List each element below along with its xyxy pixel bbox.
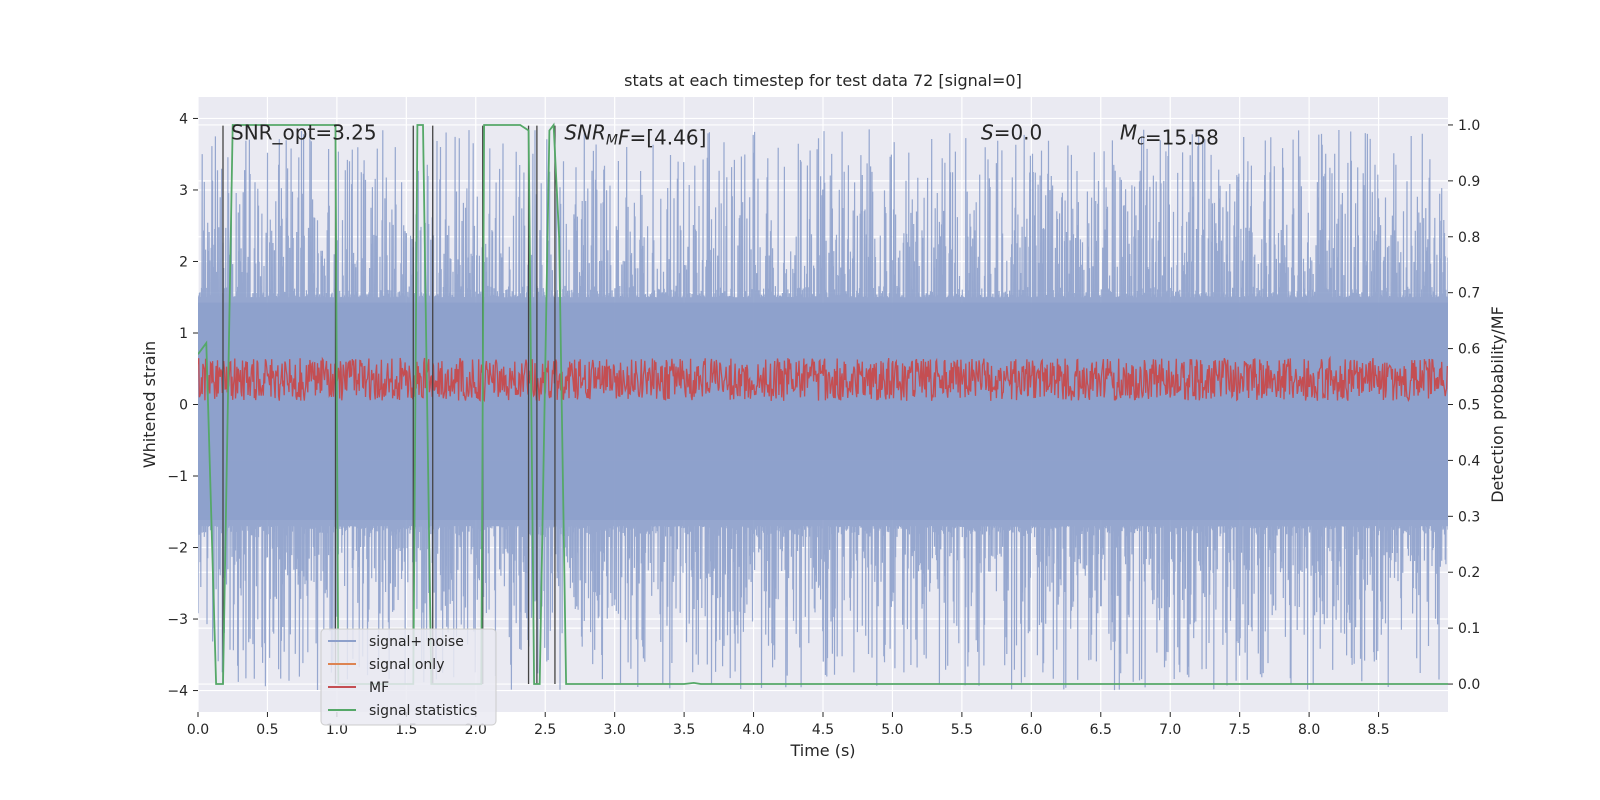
x-tick-label: 0.0 [187, 722, 209, 738]
y2-tick-label: 0.2 [1458, 565, 1480, 581]
x-tick-label: 8.0 [1298, 722, 1320, 738]
legend-box [320, 628, 497, 726]
x-tick-label: 7.5 [1229, 722, 1251, 738]
x-tick-label: 3.5 [673, 722, 695, 738]
legend-label: signal statistics [369, 703, 477, 719]
y-tick-label: 3 [179, 183, 188, 199]
y-tick-label: −4 [167, 684, 188, 700]
annotations: SNR_opt=3.25 SNRMF=[4.46] S=0.0 Mc=15.58 [231, 121, 1219, 150]
x-tick-label: 2.0 [465, 722, 487, 738]
legend-label: signal only [369, 657, 444, 673]
legend-label: MF [369, 680, 389, 696]
y-tick-label: 1 [179, 326, 188, 342]
y2-tick-label: 0.1 [1458, 621, 1480, 637]
annotation: Mc=15.58 [1120, 121, 1219, 150]
x-tick-label: 6.5 [1090, 722, 1112, 738]
legend: signal+ noise signal only MF signal statist… [320, 628, 497, 726]
y-axis-ticks: 4 3 2 1 0 −1 −2 −3 −4 [167, 111, 198, 700]
y2-tick-label: 0.3 [1458, 509, 1480, 525]
x-tick-label: 5.5 [951, 722, 973, 738]
x-tick-label: 4.5 [812, 722, 834, 738]
x-tick-label: 6.0 [1020, 722, 1042, 738]
y-tick-label: −1 [167, 469, 188, 485]
y2-axis-ticks: 1.0 0.9 0.8 0.7 0.6 0.5 0.4 0.3 0.2 0.1 0.0 [1448, 118, 1480, 693]
x-axis-ticks: 0.0 0.5 1.0 1.5 2.0 2.5 3.0 3.5 4.0 4.5 5.0 5.5 6.0 6… [187, 712, 1390, 738]
x-tick-label: 1.0 [326, 722, 348, 738]
y-tick-label: 0 [179, 398, 188, 414]
chart-title: stats at each timestep for test data 72 … [624, 71, 1022, 90]
y2-tick-label: 0.4 [1458, 453, 1480, 469]
annotation: SNRMF=[4.46] [564, 121, 706, 150]
x-tick-label: 1.5 [395, 722, 417, 738]
y-tick-label: 4 [179, 111, 188, 127]
y-axis-label: Whitened strain [140, 341, 159, 468]
y2-tick-label: 0.5 [1458, 398, 1480, 414]
y-tick-label: −2 [167, 541, 188, 557]
y-tick-label: −3 [167, 612, 188, 628]
x-tick-label: 2.5 [534, 722, 556, 738]
x-tick-label: 7.0 [1159, 722, 1181, 738]
x-tick-label: 5.0 [881, 722, 903, 738]
y2-tick-label: 0.7 [1458, 286, 1480, 302]
x-tick-label: 0.5 [256, 722, 278, 738]
x-tick-label: 3.0 [604, 722, 626, 738]
y2-tick-label: 0.9 [1458, 174, 1480, 190]
x-axis-label: Time (s) [789, 741, 855, 760]
y2-tick-label: 1.0 [1458, 118, 1480, 134]
y2-tick-label: 0.8 [1458, 230, 1480, 246]
y2-tick-label: 0.6 [1458, 342, 1480, 358]
annotation: S=0.0 [981, 121, 1042, 145]
series-mf [198, 355, 1448, 403]
y2-axis-label: Detection probability/MF [1488, 306, 1507, 503]
y-tick-label: 2 [179, 254, 188, 270]
legend-label: signal+ noise [369, 634, 464, 650]
y2-tick-label: 0.0 [1458, 677, 1480, 693]
annotation: SNR_opt=3.25 [231, 121, 377, 145]
series-signal-noise [198, 129, 1448, 691]
x-tick-label: 4.0 [742, 722, 764, 738]
x-tick-label: 8.5 [1367, 722, 1389, 738]
